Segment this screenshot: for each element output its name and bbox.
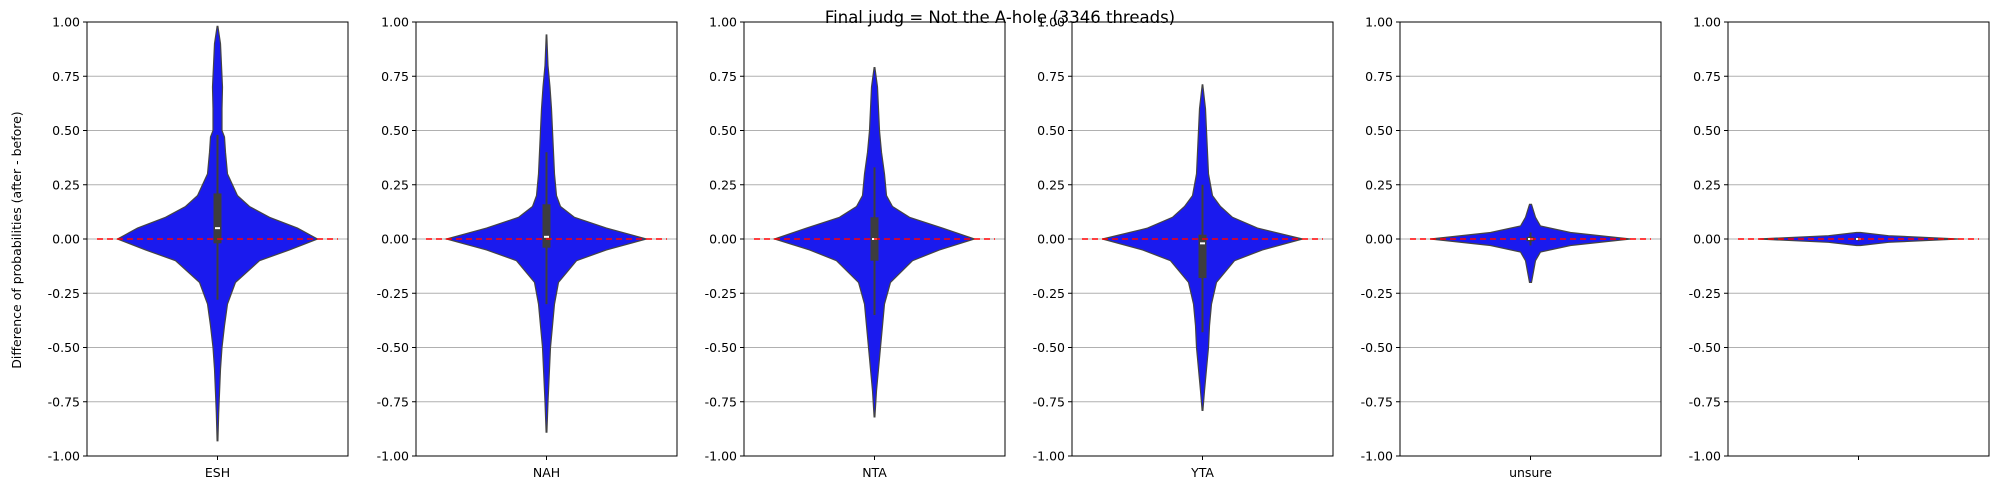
- y-tick-label: -0.75: [48, 394, 80, 409]
- y-tick-label: 0.75: [1037, 69, 1065, 84]
- y-tick-label: -0.75: [1033, 394, 1065, 409]
- subplot-panels: -1.00 -0.75 -0.50 -0.25 0.00 0.25 0.50 0.75 1.00…: [48, 15, 1990, 480]
- y-tick-label: 0.75: [381, 69, 409, 84]
- subplot-blank: -1.00 -0.75 -0.50 -0.25 0.00 0.25 0.50 0.75 1.00: [1689, 15, 1990, 464]
- y-tick-label: 0.00: [1037, 232, 1065, 247]
- x-category-label: unsure: [1509, 465, 1552, 480]
- y-tick-label: -1.00: [48, 449, 80, 464]
- y-tick-label: 0.50: [709, 123, 737, 138]
- y-tick-label: -1.00: [1033, 449, 1065, 464]
- x-category-label: NTA: [862, 465, 887, 480]
- y-tick-label: -1.00: [1361, 449, 1393, 464]
- subplot-YTA: -1.00 -0.75 -0.50 -0.25 0.00 0.25 0.50 0.75 1.00…: [1033, 15, 1334, 480]
- figure-title: Final judg = Not the A-hole (3346 thread…: [825, 8, 1175, 27]
- y-tick-label: 0.00: [1365, 232, 1393, 247]
- subplot-NAH: -1.00 -0.75 -0.50 -0.25 0.00 0.25 0.50 0.75 1.00…: [377, 15, 678, 480]
- y-tick-label: 0.50: [52, 123, 80, 138]
- y-tick-label: -1.00: [1689, 449, 1721, 464]
- subplot-ESH: -1.00 -0.75 -0.50 -0.25 0.00 0.25 0.50 0.75 1.00…: [48, 15, 349, 480]
- y-tick-label: -0.25: [377, 286, 409, 301]
- y-tick-label: 0.00: [52, 232, 80, 247]
- subplot-unsure: -1.00 -0.75 -0.50 -0.25 0.00 0.25 0.50 0.75 1.00…: [1361, 15, 1662, 480]
- y-tick-label: 0.00: [381, 232, 409, 247]
- y-tick-label: -1.00: [705, 449, 737, 464]
- y-tick-label: 0.00: [1693, 232, 1721, 247]
- y-tick-label: -0.25: [1689, 286, 1721, 301]
- y-tick-label: 0.25: [1693, 177, 1721, 192]
- y-tick-label: -0.50: [48, 340, 80, 355]
- x-category-label: YTA: [1190, 465, 1214, 480]
- y-tick-label: 1.00: [52, 15, 80, 30]
- subplot-NTA: -1.00 -0.75 -0.50 -0.25 0.00 0.25 0.50 0.75 1.00…: [705, 15, 1006, 480]
- y-tick-label: 0.75: [1693, 69, 1721, 84]
- violin-iqr-box: [213, 193, 222, 244]
- y-tick-label: 0.25: [381, 177, 409, 192]
- y-tick-label: -0.75: [1689, 394, 1721, 409]
- y-tick-label: -0.75: [377, 394, 409, 409]
- y-tick-label: -0.25: [705, 286, 737, 301]
- y-tick-label: -0.50: [1033, 340, 1065, 355]
- x-category-label: ESH: [205, 465, 230, 480]
- violin-median: [1200, 242, 1205, 245]
- y-tick-label: -0.50: [1361, 340, 1393, 355]
- y-tick-label: 0.50: [1365, 123, 1393, 138]
- y-tick-label: 0.50: [381, 123, 409, 138]
- y-axis-label: Difference of probabilities (after - bef…: [9, 111, 24, 368]
- y-tick-label: 1.00: [1693, 15, 1721, 30]
- y-tick-label: -0.75: [705, 394, 737, 409]
- y-tick-label: 0.00: [709, 232, 737, 247]
- y-tick-label: -0.75: [1361, 394, 1393, 409]
- y-tick-label: -0.50: [377, 340, 409, 355]
- y-tick-label: 1.00: [381, 15, 409, 30]
- y-tick-label: 0.75: [1365, 69, 1393, 84]
- y-tick-label: -0.25: [1033, 286, 1065, 301]
- y-tick-label: -0.25: [1361, 286, 1393, 301]
- y-tick-label: -0.25: [48, 286, 80, 301]
- y-tick-label: 0.25: [709, 177, 737, 192]
- y-tick-label: 0.50: [1693, 123, 1721, 138]
- x-category-label: NAH: [533, 465, 560, 480]
- y-tick-label: 0.25: [1365, 177, 1393, 192]
- y-tick-label: -0.50: [705, 340, 737, 355]
- y-tick-label: 0.50: [1037, 123, 1065, 138]
- y-tick-label: 0.25: [1037, 177, 1065, 192]
- violin-iqr-box: [1198, 234, 1207, 279]
- y-tick-label: -0.50: [1689, 340, 1721, 355]
- y-tick-label: 0.25: [52, 177, 80, 192]
- violin-iqr-box: [542, 204, 551, 248]
- y-tick-label: 0.75: [52, 69, 80, 84]
- violin-median: [544, 235, 549, 238]
- y-tick-label: -1.00: [377, 449, 409, 464]
- y-tick-label: 1.00: [709, 15, 737, 30]
- y-tick-label: 1.00: [1037, 15, 1065, 30]
- y-tick-label: 0.75: [709, 69, 737, 84]
- violin-median: [215, 227, 220, 230]
- y-tick-label: 1.00: [1365, 15, 1393, 30]
